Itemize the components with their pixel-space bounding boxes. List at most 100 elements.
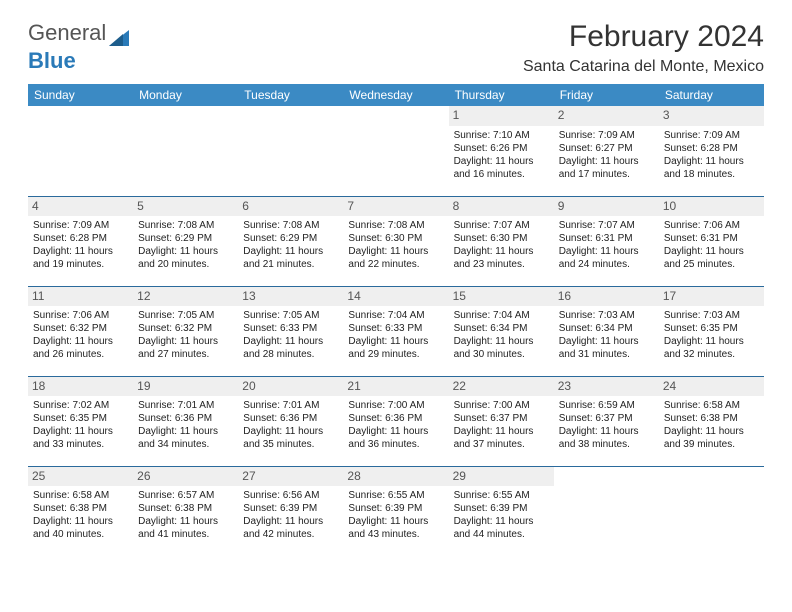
day-details: Sunrise: 7:05 AMSunset: 6:32 PMDaylight:… <box>138 309 233 361</box>
day-details: Sunrise: 6:55 AMSunset: 6:39 PMDaylight:… <box>454 489 549 541</box>
day-number: 29 <box>449 467 554 487</box>
day-header-row: SundayMondayTuesdayWednesdayThursdayFrid… <box>28 84 764 106</box>
day-header: Sunday <box>28 84 133 106</box>
calendar-cell: 18Sunrise: 7:02 AMSunset: 6:35 PMDayligh… <box>28 376 133 466</box>
page-header: General Blue February 2024 Santa Catarin… <box>28 20 764 76</box>
day-number: 24 <box>659 377 764 397</box>
calendar-cell: 19Sunrise: 7:01 AMSunset: 6:36 PMDayligh… <box>133 376 238 466</box>
day-number: 28 <box>343 467 448 487</box>
calendar-week-row: 1Sunrise: 7:10 AMSunset: 6:26 PMDaylight… <box>28 106 764 196</box>
day-number: 26 <box>133 467 238 487</box>
calendar-head: SundayMondayTuesdayWednesdayThursdayFrid… <box>28 84 764 106</box>
calendar-cell: 25Sunrise: 6:58 AMSunset: 6:38 PMDayligh… <box>28 466 133 556</box>
day-number: 2 <box>554 106 659 126</box>
day-number: 17 <box>659 287 764 307</box>
calendar-week-row: 18Sunrise: 7:02 AMSunset: 6:35 PMDayligh… <box>28 376 764 466</box>
calendar-cell: 2Sunrise: 7:09 AMSunset: 6:27 PMDaylight… <box>554 106 659 196</box>
calendar-cell <box>659 466 764 556</box>
day-details: Sunrise: 6:57 AMSunset: 6:38 PMDaylight:… <box>138 489 233 541</box>
day-details: Sunrise: 7:07 AMSunset: 6:31 PMDaylight:… <box>559 219 654 271</box>
day-header: Saturday <box>659 84 764 106</box>
location-text: Santa Catarina del Monte, Mexico <box>523 58 764 76</box>
day-number: 21 <box>343 377 448 397</box>
calendar-cell: 22Sunrise: 7:00 AMSunset: 6:37 PMDayligh… <box>449 376 554 466</box>
day-number: 22 <box>449 377 554 397</box>
calendar-cell: 12Sunrise: 7:05 AMSunset: 6:32 PMDayligh… <box>133 286 238 376</box>
day-number: 10 <box>659 197 764 217</box>
day-details: Sunrise: 7:10 AMSunset: 6:26 PMDaylight:… <box>454 129 549 181</box>
calendar-body: 1Sunrise: 7:10 AMSunset: 6:26 PMDaylight… <box>28 106 764 556</box>
day-details: Sunrise: 7:02 AMSunset: 6:35 PMDaylight:… <box>33 399 128 451</box>
day-details: Sunrise: 7:07 AMSunset: 6:30 PMDaylight:… <box>454 219 549 271</box>
calendar-table: SundayMondayTuesdayWednesdayThursdayFrid… <box>28 84 764 556</box>
calendar-week-row: 4Sunrise: 7:09 AMSunset: 6:28 PMDaylight… <box>28 196 764 286</box>
day-details: Sunrise: 7:06 AMSunset: 6:32 PMDaylight:… <box>33 309 128 361</box>
calendar-cell: 17Sunrise: 7:03 AMSunset: 6:35 PMDayligh… <box>659 286 764 376</box>
calendar-cell: 3 Sunrise: 7:09 AMSunset: 6:28 PMDaylight… <box>659 106 764 196</box>
day-details: Sunrise: 7:08 AMSunset: 6:30 PMDaylight:… <box>348 219 443 271</box>
brand-logo: General Blue <box>28 20 130 74</box>
calendar-cell: 9Sunrise: 7:07 AMSunset: 6:31 PMDaylight… <box>554 196 659 286</box>
calendar-cell: 15Sunrise: 7:04 AMSunset: 6:34 PMDayligh… <box>449 286 554 376</box>
day-details: Sunrise: 7:05 AMSunset: 6:33 PMDaylight:… <box>243 309 338 361</box>
day-number: 9 <box>554 197 659 217</box>
calendar-cell: 27Sunrise: 6:56 AMSunset: 6:39 PMDayligh… <box>238 466 343 556</box>
calendar-cell: 23Sunrise: 6:59 AMSunset: 6:37 PMDayligh… <box>554 376 659 466</box>
day-header: Tuesday <box>238 84 343 106</box>
calendar-cell: 8Sunrise: 7:07 AMSunset: 6:30 PMDaylight… <box>449 196 554 286</box>
day-details: Sunrise: 7:03 AMSunset: 6:34 PMDaylight:… <box>559 309 654 361</box>
calendar-cell <box>238 106 343 196</box>
day-number: 3 <box>659 106 764 126</box>
day-number: 7 <box>343 197 448 217</box>
day-number: 13 <box>238 287 343 307</box>
calendar-cell: 11Sunrise: 7:06 AMSunset: 6:32 PMDayligh… <box>28 286 133 376</box>
day-header: Thursday <box>449 84 554 106</box>
day-details: Sunrise: 7:09 AMSunset: 6:28 PMDaylight:… <box>33 219 128 271</box>
calendar-cell <box>28 106 133 196</box>
calendar-cell: 28Sunrise: 6:55 AMSunset: 6:39 PMDayligh… <box>343 466 448 556</box>
calendar-cell: 14Sunrise: 7:04 AMSunset: 6:33 PMDayligh… <box>343 286 448 376</box>
day-number: 14 <box>343 287 448 307</box>
day-header: Friday <box>554 84 659 106</box>
calendar-cell: 26Sunrise: 6:57 AMSunset: 6:38 PMDayligh… <box>133 466 238 556</box>
day-details: Sunrise: 7:01 AMSunset: 6:36 PMDaylight:… <box>243 399 338 451</box>
day-number: 6 <box>238 197 343 217</box>
calendar-cell: 20Sunrise: 7:01 AMSunset: 6:36 PMDayligh… <box>238 376 343 466</box>
calendar-cell: 4Sunrise: 7:09 AMSunset: 6:28 PMDaylight… <box>28 196 133 286</box>
brand-part1: General <box>28 20 106 46</box>
day-number: 18 <box>28 377 133 397</box>
day-number: 19 <box>133 377 238 397</box>
day-number: 25 <box>28 467 133 487</box>
day-number: 11 <box>28 287 133 307</box>
day-details: Sunrise: 6:59 AMSunset: 6:37 PMDaylight:… <box>559 399 654 451</box>
day-details: Sunrise: 7:08 AMSunset: 6:29 PMDaylight:… <box>138 219 233 271</box>
day-details: Sunrise: 7:08 AMSunset: 6:29 PMDaylight:… <box>243 219 338 271</box>
day-details: Sunrise: 6:55 AMSunset: 6:39 PMDaylight:… <box>348 489 443 541</box>
day-details: Sunrise: 6:58 AMSunset: 6:38 PMDaylight:… <box>664 399 759 451</box>
day-details: Sunrise: 6:58 AMSunset: 6:38 PMDaylight:… <box>33 489 128 541</box>
day-number: 15 <box>449 287 554 307</box>
calendar-cell: 10Sunrise: 7:06 AMSunset: 6:31 PMDayligh… <box>659 196 764 286</box>
day-header: Wednesday <box>343 84 448 106</box>
logo-triangle-icon <box>108 30 130 46</box>
calendar-week-row: 25Sunrise: 6:58 AMSunset: 6:38 PMDayligh… <box>28 466 764 556</box>
calendar-cell: 16Sunrise: 7:03 AMSunset: 6:34 PMDayligh… <box>554 286 659 376</box>
calendar-cell <box>343 106 448 196</box>
day-header: Monday <box>133 84 238 106</box>
day-number: 27 <box>238 467 343 487</box>
day-number: 12 <box>133 287 238 307</box>
day-details: Sunrise: 7:00 AMSunset: 6:36 PMDaylight:… <box>348 399 443 451</box>
calendar-cell: 24Sunrise: 6:58 AMSunset: 6:38 PMDayligh… <box>659 376 764 466</box>
day-details: Sunrise: 6:56 AMSunset: 6:39 PMDaylight:… <box>243 489 338 541</box>
calendar-cell: 5Sunrise: 7:08 AMSunset: 6:29 PMDaylight… <box>133 196 238 286</box>
calendar-cell: 6Sunrise: 7:08 AMSunset: 6:29 PMDaylight… <box>238 196 343 286</box>
day-number: 4 <box>28 197 133 217</box>
day-details: Sunrise: 7:00 AMSunset: 6:37 PMDaylight:… <box>454 399 549 451</box>
calendar-cell: 29Sunrise: 6:55 AMSunset: 6:39 PMDayligh… <box>449 466 554 556</box>
calendar-cell: 21Sunrise: 7:00 AMSunset: 6:36 PMDayligh… <box>343 376 448 466</box>
title-block: February 2024 Santa Catarina del Monte, … <box>523 20 764 76</box>
calendar-cell: 7Sunrise: 7:08 AMSunset: 6:30 PMDaylight… <box>343 196 448 286</box>
day-details: Sunrise: 7:09 AMSunset: 6:28 PMDaylight:… <box>664 129 759 181</box>
day-number: 16 <box>554 287 659 307</box>
day-number: 8 <box>449 197 554 217</box>
